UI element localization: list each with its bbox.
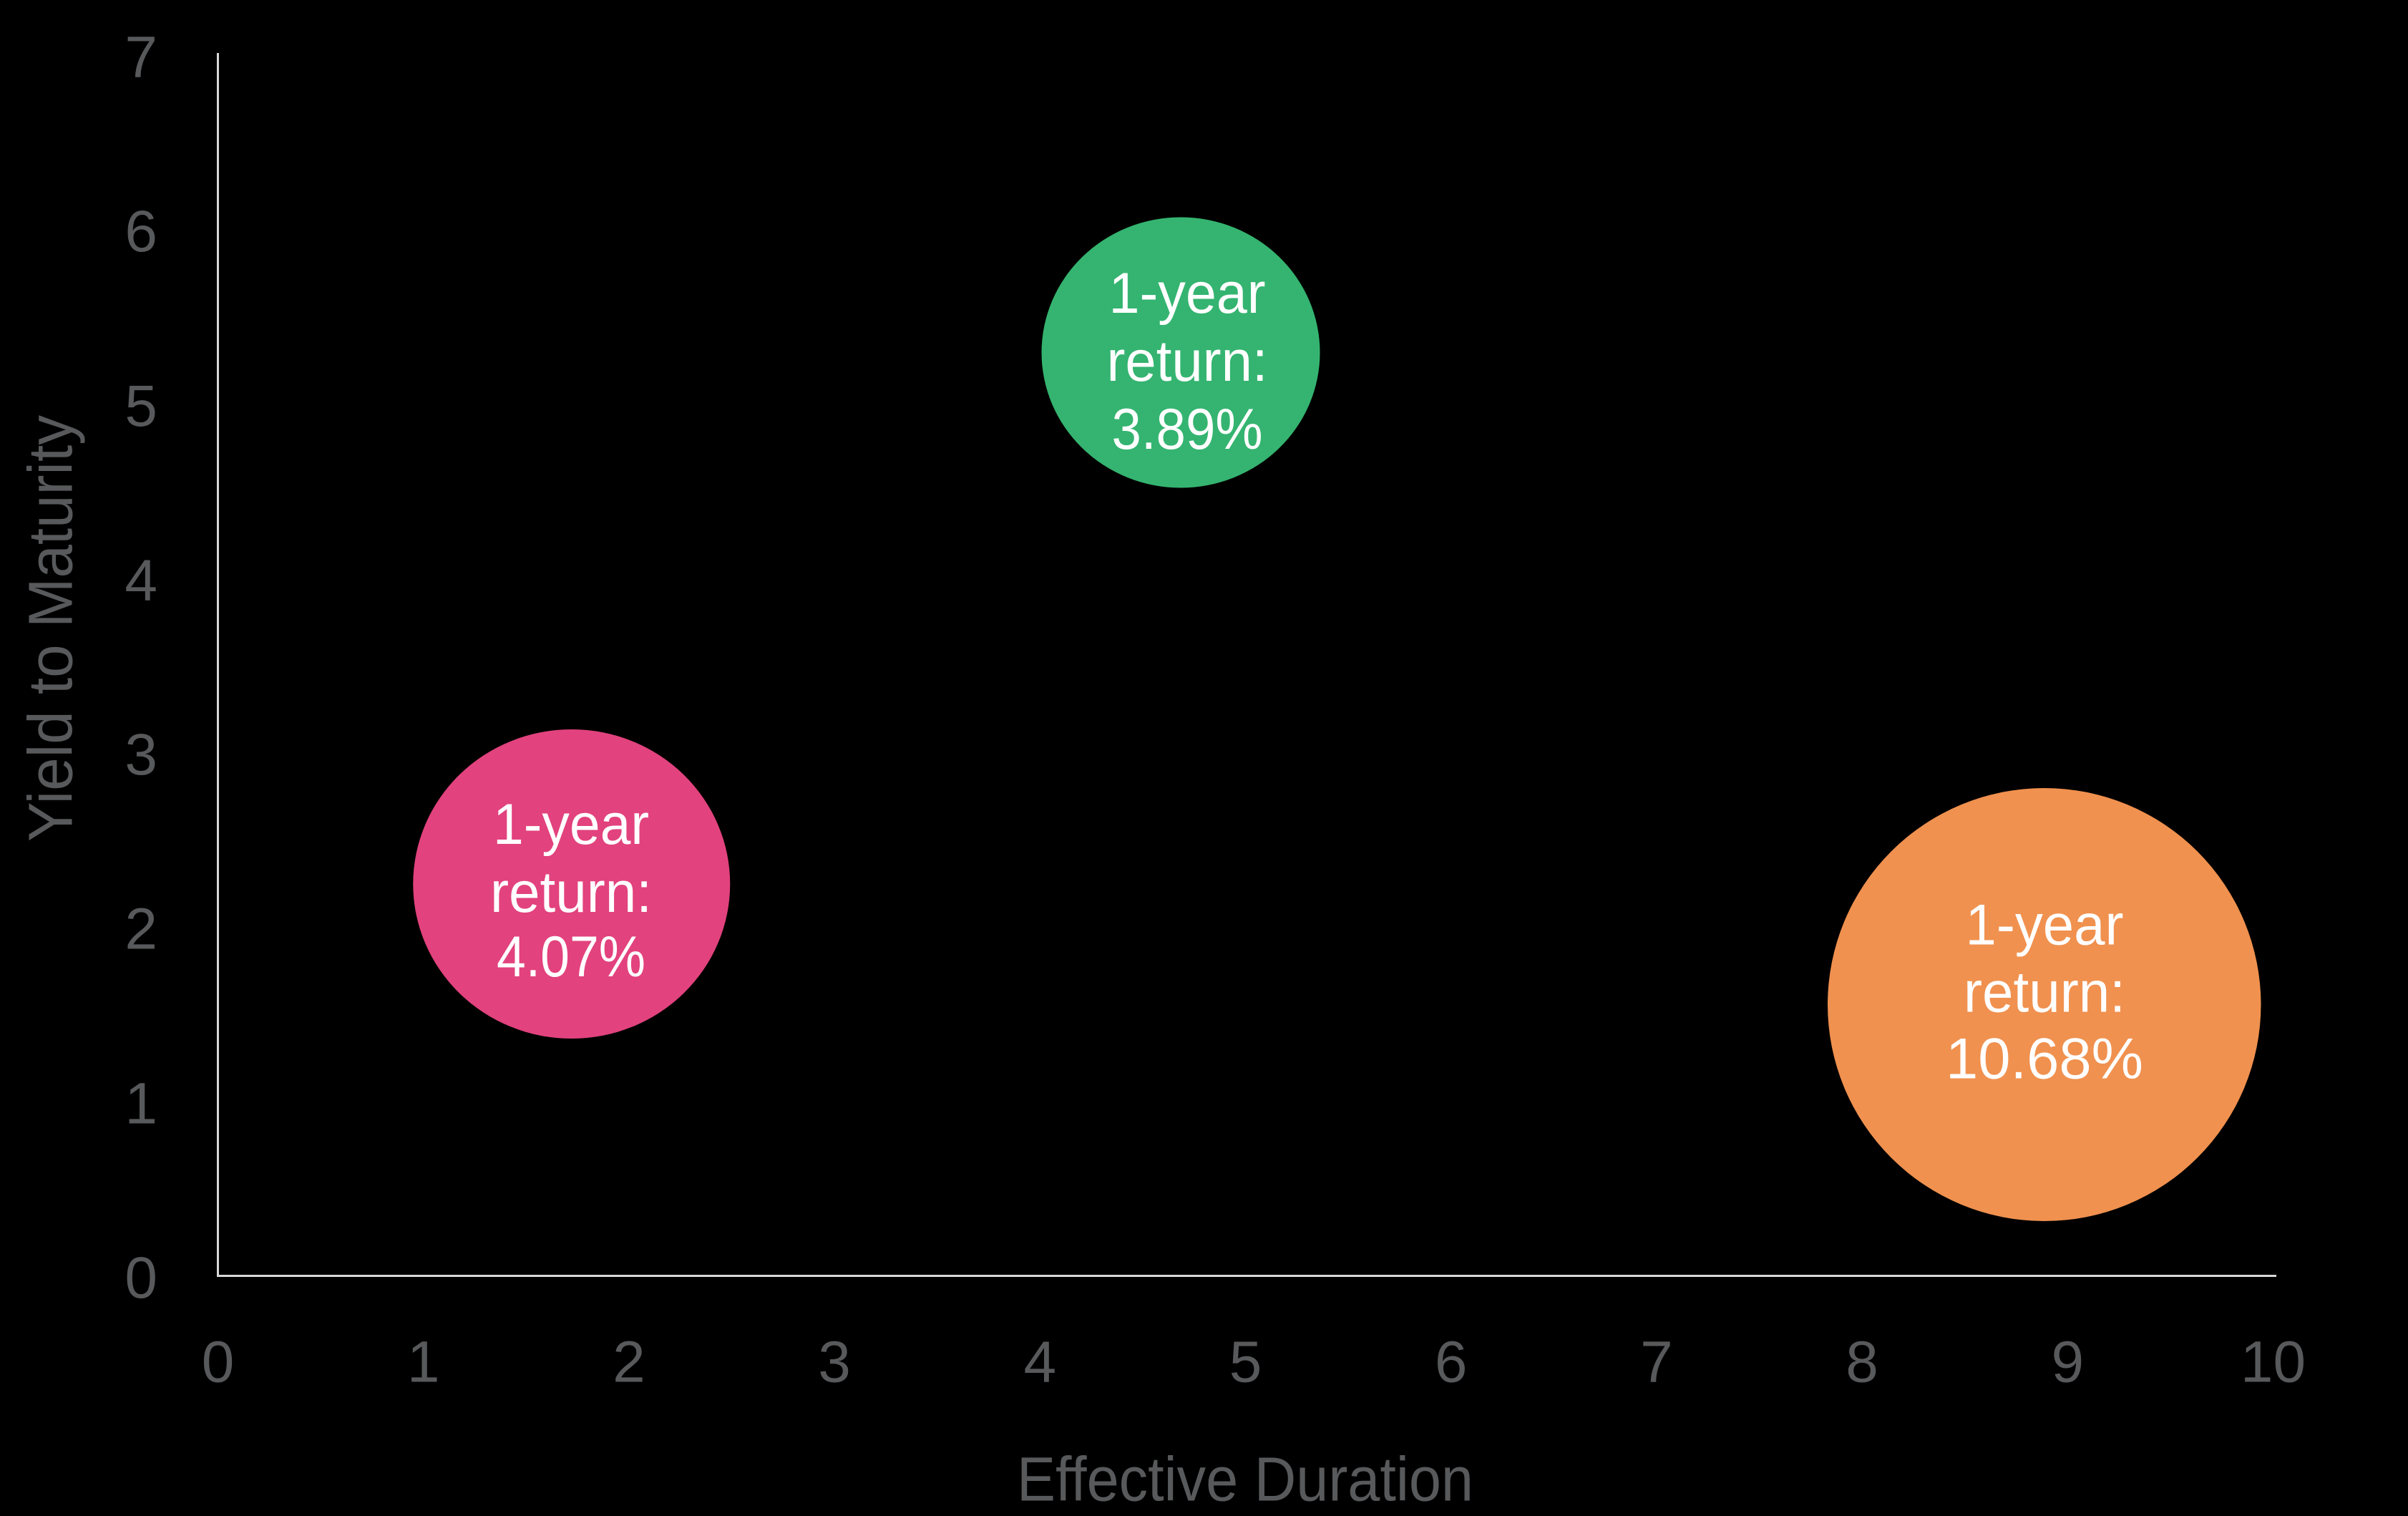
svg-text:2: 2 [613,1330,645,1395]
svg-text:7: 7 [1640,1330,1673,1395]
svg-text:7: 7 [125,25,157,90]
svg-text:2: 2 [125,897,157,962]
svg-text:1: 1 [407,1330,440,1395]
svg-text:1: 1 [125,1071,157,1136]
svg-text:return:: return: [1964,961,2125,1025]
svg-text:5: 5 [125,374,157,439]
svg-text:10.68%: 10.68% [1946,1027,2143,1092]
svg-text:3.89%: 3.89% [1112,397,1263,462]
svg-text:4.07%: 4.07% [497,925,645,989]
svg-text:0: 0 [202,1330,235,1395]
svg-text:3: 3 [818,1330,851,1395]
svg-text:3: 3 [125,722,157,787]
svg-text:Effective Duration: Effective Duration [1017,1444,1473,1514]
svg-text:0: 0 [125,1245,157,1311]
svg-text:return:: return: [1107,329,1268,394]
svg-text:9: 9 [2051,1330,2084,1395]
svg-text:8: 8 [1846,1330,1878,1395]
svg-text:6: 6 [1435,1330,1468,1395]
svg-text:return:: return: [490,860,652,925]
svg-text:6: 6 [125,199,157,264]
svg-text:4: 4 [125,548,157,613]
svg-text:10: 10 [2241,1330,2306,1395]
svg-text:1-year: 1-year [493,792,649,857]
svg-text:4: 4 [1023,1330,1056,1395]
svg-text:Yield to Maturity: Yield to Maturity [16,415,86,842]
svg-text:5: 5 [1229,1330,1262,1395]
svg-text:1-year: 1-year [1109,261,1266,326]
svg-text:1-year: 1-year [1966,893,2124,958]
